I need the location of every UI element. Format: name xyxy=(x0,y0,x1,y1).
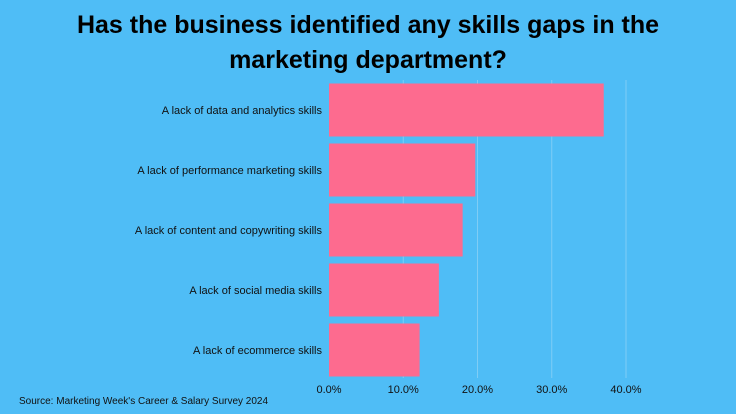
category-label-1: A lack of data and analytics skills xyxy=(162,105,323,117)
x-tick-label-0: 0.0% xyxy=(316,384,341,396)
x-tick-label-10: 10.0% xyxy=(388,384,419,396)
source-note: Source: Marketing Week's Career & Salary… xyxy=(19,396,269,407)
bar-1 xyxy=(329,83,604,137)
bar-3 xyxy=(329,203,463,257)
chart-title-line-2: marketing department? xyxy=(229,46,507,74)
x-tick-label-40: 40.0% xyxy=(610,384,641,396)
x-tick-label-20: 20.0% xyxy=(462,384,493,396)
bar-2 xyxy=(329,143,476,197)
category-label-4: A lack of social media skills xyxy=(189,285,322,297)
chart-title: Has the business identified any skills g… xyxy=(0,8,736,78)
category-label-2: A lack of performance marketing skills xyxy=(137,165,322,177)
bar-4 xyxy=(329,263,439,317)
category-label-3: A lack of content and copywriting skills xyxy=(135,225,323,237)
x-tick-labels: 0.0% 10.0% 20.0% 30.0% 40.0% xyxy=(316,384,641,396)
bar-5 xyxy=(329,323,420,377)
category-label-5: A lack of ecommerce skills xyxy=(193,345,322,357)
chart-title-line-1: Has the business identified any skills g… xyxy=(76,11,660,39)
bars xyxy=(329,83,604,377)
x-tick-label-30: 30.0% xyxy=(536,384,567,396)
category-labels: A lack of data and analytics skills A lac… xyxy=(135,105,323,357)
